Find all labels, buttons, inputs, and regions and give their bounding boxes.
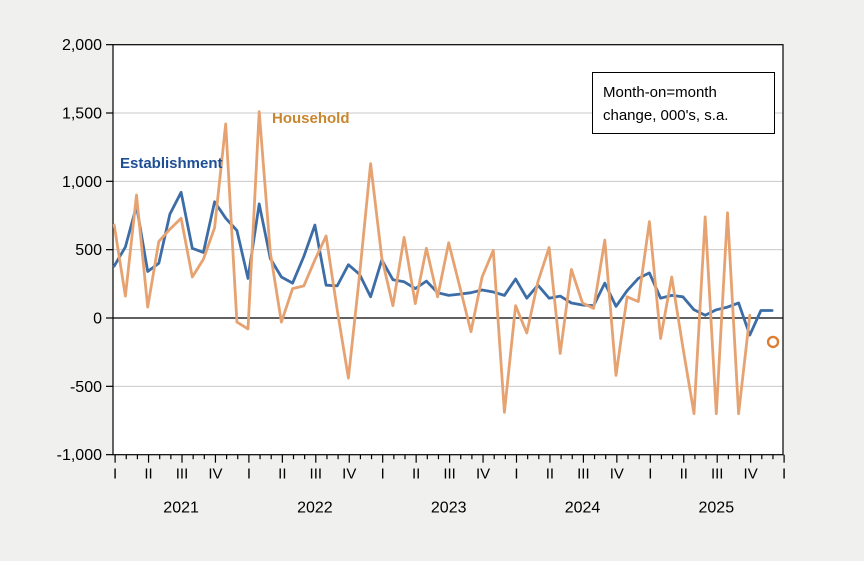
y-tick-label: -500 xyxy=(70,379,102,396)
year-label: 2022 xyxy=(297,500,333,517)
y-axis: 2,000 1,500 1,000 500 0 -500 -1,000 xyxy=(57,37,113,464)
annotation-box: Month-on=month change, 000's, s.a. xyxy=(592,72,775,134)
quarter-label: IV xyxy=(342,466,356,483)
x-axis: I II III IV I II III IV I II III IV I II III IV I II III IV… xyxy=(113,454,786,517)
quarter-label: I xyxy=(381,466,385,483)
quarter-label: II xyxy=(412,466,420,483)
y-tick-label: -1,000 xyxy=(57,447,102,464)
quarter-label: IV xyxy=(610,466,624,483)
y-tick-label: 500 xyxy=(75,242,102,259)
year-label: 2025 xyxy=(699,500,735,517)
annotation-line1: Month-on=month xyxy=(603,84,717,101)
household-series-label: Household xyxy=(272,110,350,127)
y-tick-label: 1,000 xyxy=(62,174,102,191)
household-last-point-marker xyxy=(766,335,780,349)
y-tick-label: 1,500 xyxy=(62,105,102,122)
year-label: 2024 xyxy=(565,500,601,517)
quarter-label: IV xyxy=(208,466,222,483)
quarter-label: I xyxy=(113,466,117,483)
quarter-label: III xyxy=(443,466,456,483)
quarter-label: I xyxy=(648,466,652,483)
establishment-line xyxy=(112,190,774,337)
quarter-label: IV xyxy=(476,466,490,483)
quarter-label: III xyxy=(310,466,323,483)
quarter-label: II xyxy=(546,466,554,483)
quarter-label: I xyxy=(514,466,518,483)
household-line xyxy=(112,110,752,416)
quarter-label: I xyxy=(782,466,786,483)
annotation-line2: change, 000's, s.a. xyxy=(603,107,729,124)
quarter-label: II xyxy=(680,466,688,483)
quarter-label: IV xyxy=(744,466,758,483)
quarter-label: III xyxy=(577,466,590,483)
quarter-label: III xyxy=(176,466,189,483)
year-label: 2023 xyxy=(431,500,467,517)
quarter-label: I xyxy=(247,466,251,483)
year-label: 2021 xyxy=(163,500,199,517)
establishment-series-label: Establishment xyxy=(120,155,223,172)
quarter-label: III xyxy=(711,466,724,483)
quarter-label: II xyxy=(144,466,152,483)
y-tick-label: 0 xyxy=(93,311,102,328)
quarter-label: II xyxy=(278,466,286,483)
y-tick-label: 2,000 xyxy=(62,37,102,54)
